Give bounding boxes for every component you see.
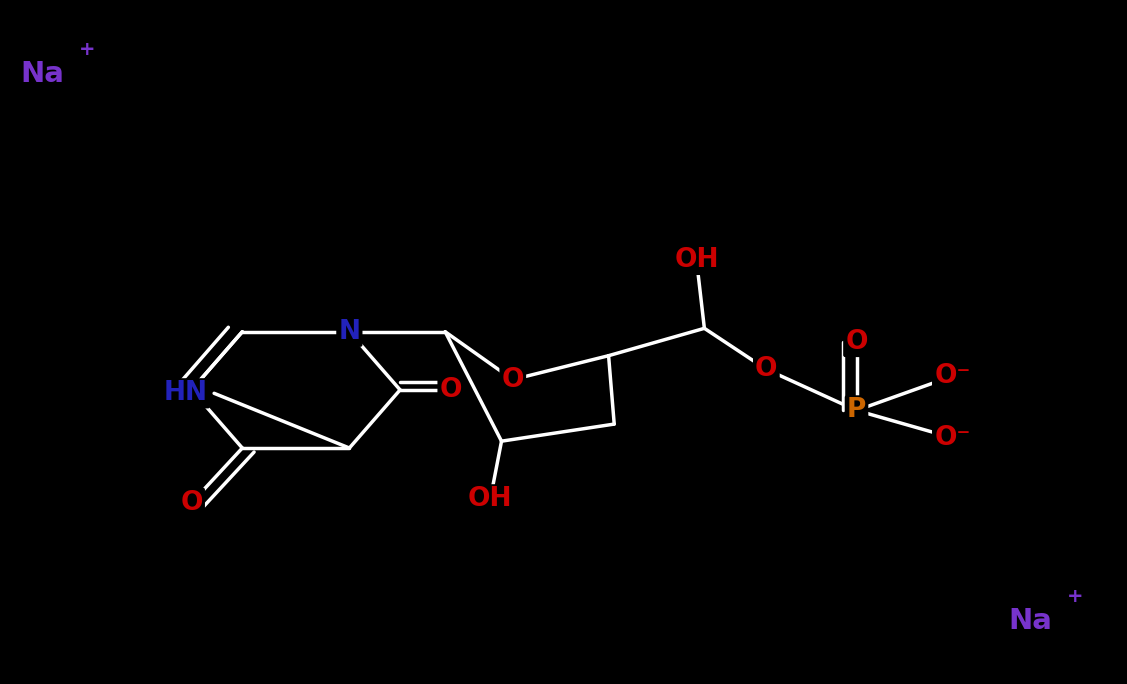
Text: HN: HN xyxy=(163,380,208,406)
Text: OH: OH xyxy=(468,486,513,512)
Text: O: O xyxy=(755,356,778,382)
Text: +: + xyxy=(1067,587,1084,606)
Text: OH: OH xyxy=(674,247,719,273)
Text: P: P xyxy=(846,397,867,423)
Text: N: N xyxy=(338,319,361,345)
Text: O: O xyxy=(180,490,203,516)
Text: O: O xyxy=(845,329,868,355)
Text: Na: Na xyxy=(1009,607,1053,635)
Text: O⁻: O⁻ xyxy=(934,363,970,389)
Text: O⁻: O⁻ xyxy=(934,425,970,451)
Text: +: + xyxy=(79,40,96,59)
Text: O: O xyxy=(502,367,524,393)
Text: Na: Na xyxy=(20,60,64,88)
Text: O: O xyxy=(440,377,462,403)
